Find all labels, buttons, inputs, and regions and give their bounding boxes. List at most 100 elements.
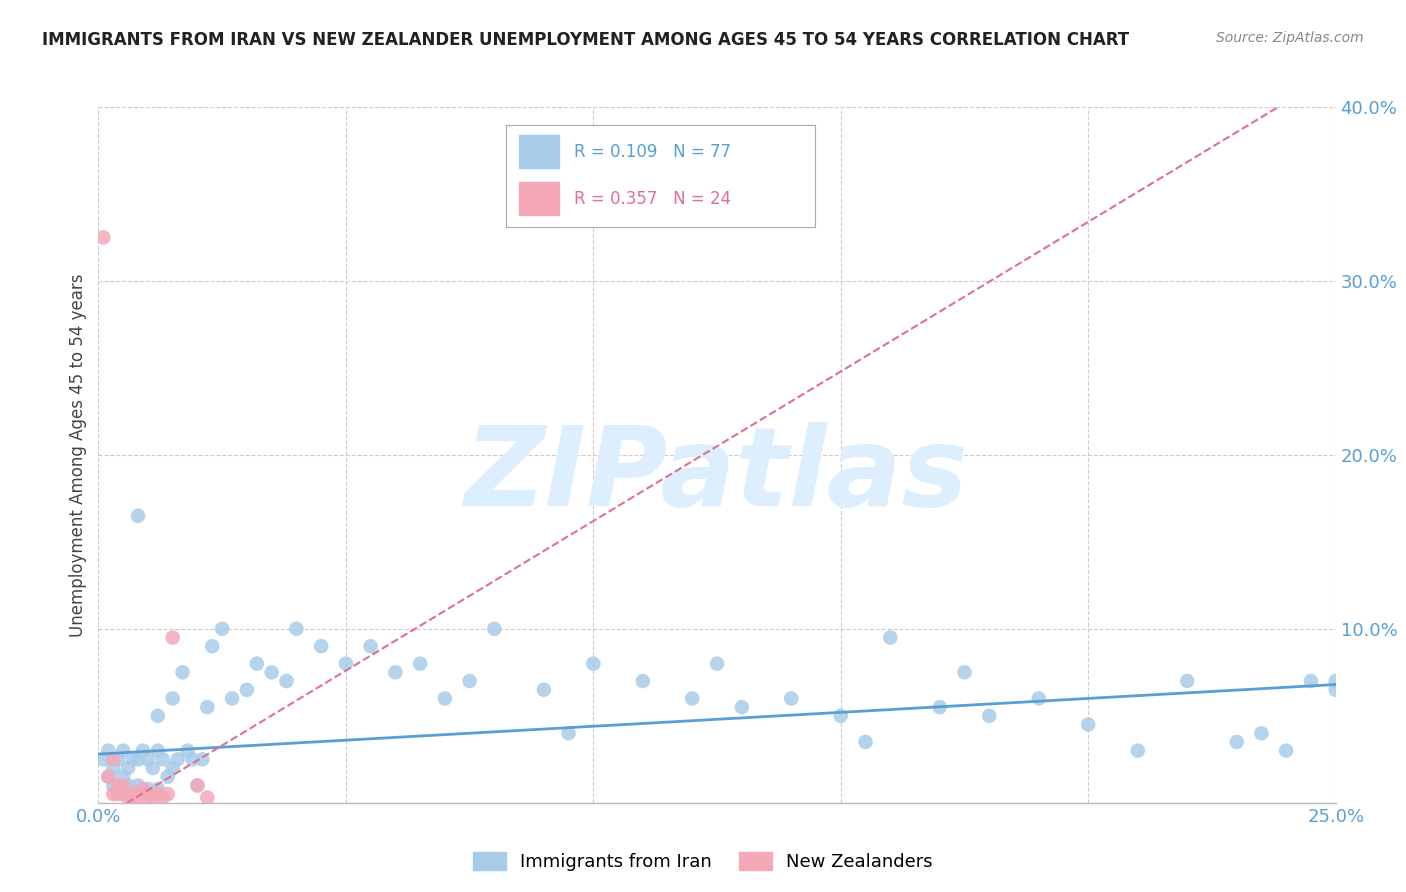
Text: IMMIGRANTS FROM IRAN VS NEW ZEALANDER UNEMPLOYMENT AMONG AGES 45 TO 54 YEARS COR: IMMIGRANTS FROM IRAN VS NEW ZEALANDER UN…: [42, 31, 1129, 49]
Point: [107, 781, 129, 796]
Point: [484, 622, 506, 636]
Point: [136, 787, 159, 801]
Point: [132, 744, 155, 758]
Point: [246, 657, 269, 671]
Y-axis label: Unemployment Among Ages 45 to 54 years: Unemployment Among Ages 45 to 54 years: [69, 273, 87, 637]
Point: [107, 778, 129, 792]
Point: [260, 665, 283, 680]
Point: [191, 752, 214, 766]
Point: [433, 691, 456, 706]
Point: [162, 631, 184, 645]
Point: [136, 781, 159, 796]
Point: [117, 790, 139, 805]
Point: [103, 761, 125, 775]
Point: [1175, 674, 1198, 689]
Point: [166, 752, 188, 766]
Point: [979, 708, 1001, 723]
Point: [142, 790, 165, 805]
Point: [146, 744, 169, 758]
Point: [146, 781, 169, 796]
Point: [93, 230, 115, 244]
Text: R = 0.109   N = 77: R = 0.109 N = 77: [574, 143, 731, 161]
Point: [117, 778, 139, 792]
Point: [285, 622, 308, 636]
Point: [107, 752, 129, 766]
Point: [97, 770, 120, 784]
Point: [731, 700, 754, 714]
Point: [181, 752, 204, 766]
Point: [681, 691, 703, 706]
Point: [335, 657, 357, 671]
Point: [156, 787, 179, 801]
Point: [409, 657, 432, 671]
Point: [142, 787, 165, 801]
Point: [132, 783, 155, 797]
Point: [360, 639, 382, 653]
Point: [309, 639, 332, 653]
Point: [384, 665, 406, 680]
Point: [152, 752, 174, 766]
Point: [1275, 744, 1298, 758]
Bar: [519, 136, 558, 168]
Point: [127, 508, 149, 523]
Point: [146, 708, 169, 723]
Point: [112, 787, 135, 801]
Point: [122, 787, 145, 801]
Point: [97, 744, 120, 758]
Point: [107, 787, 129, 801]
Point: [132, 781, 155, 796]
Point: [186, 778, 208, 792]
Point: [236, 682, 259, 697]
Point: [112, 770, 135, 784]
Point: [146, 787, 169, 801]
Point: [1226, 735, 1249, 749]
Point: [127, 752, 149, 766]
Point: [152, 790, 174, 805]
Point: [1126, 744, 1149, 758]
Point: [582, 657, 605, 671]
Point: [93, 752, 115, 766]
Legend: Immigrants from Iran, New Zealanders: Immigrants from Iran, New Zealanders: [467, 845, 939, 879]
Point: [533, 682, 555, 697]
Point: [117, 761, 139, 775]
Point: [142, 761, 165, 775]
Point: [112, 778, 135, 792]
Point: [1324, 674, 1347, 689]
Point: [122, 790, 145, 805]
Point: [1299, 674, 1322, 689]
Point: [631, 674, 654, 689]
Point: [1324, 682, 1347, 697]
Point: [112, 787, 135, 801]
Point: [122, 752, 145, 766]
Point: [1077, 717, 1099, 731]
Point: [1028, 691, 1050, 706]
Text: R = 0.357   N = 24: R = 0.357 N = 24: [574, 190, 731, 208]
Point: [112, 744, 135, 758]
Point: [780, 691, 803, 706]
Point: [195, 790, 218, 805]
Point: [201, 639, 224, 653]
Point: [103, 778, 125, 792]
Point: [195, 700, 218, 714]
Text: ZIPatlas: ZIPatlas: [465, 422, 969, 529]
Point: [855, 735, 877, 749]
Point: [162, 691, 184, 706]
Point: [127, 778, 149, 792]
Point: [127, 787, 149, 801]
Point: [276, 674, 298, 689]
Point: [1250, 726, 1272, 740]
Point: [117, 787, 139, 801]
Point: [103, 752, 125, 766]
Point: [103, 787, 125, 801]
Point: [156, 770, 179, 784]
Point: [557, 726, 579, 740]
Point: [176, 744, 198, 758]
Point: [172, 665, 194, 680]
Point: [186, 778, 208, 792]
Point: [162, 761, 184, 775]
Bar: [519, 182, 558, 215]
Point: [928, 700, 950, 714]
Point: [97, 770, 120, 784]
Point: [136, 790, 159, 805]
Point: [706, 657, 728, 671]
